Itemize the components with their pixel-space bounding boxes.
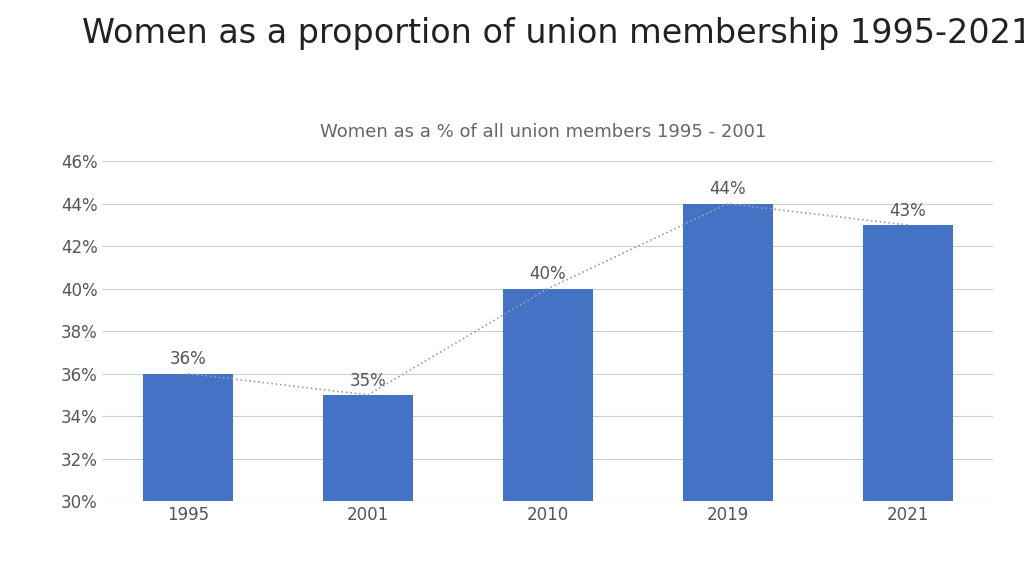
Bar xyxy=(143,374,232,501)
Bar xyxy=(503,289,593,501)
Bar xyxy=(863,225,952,501)
Bar xyxy=(323,395,413,501)
Text: 43%: 43% xyxy=(890,202,926,219)
Text: Women as a % of all union members 1995 - 2001: Women as a % of all union members 1995 -… xyxy=(319,123,766,141)
Text: 36%: 36% xyxy=(170,350,206,369)
Text: 44%: 44% xyxy=(710,180,746,199)
Text: 35%: 35% xyxy=(349,372,386,389)
Text: 40%: 40% xyxy=(529,266,566,283)
Text: Women as a proportion of union membership 1995-2021: Women as a proportion of union membershi… xyxy=(82,17,1024,50)
Bar xyxy=(683,204,773,501)
